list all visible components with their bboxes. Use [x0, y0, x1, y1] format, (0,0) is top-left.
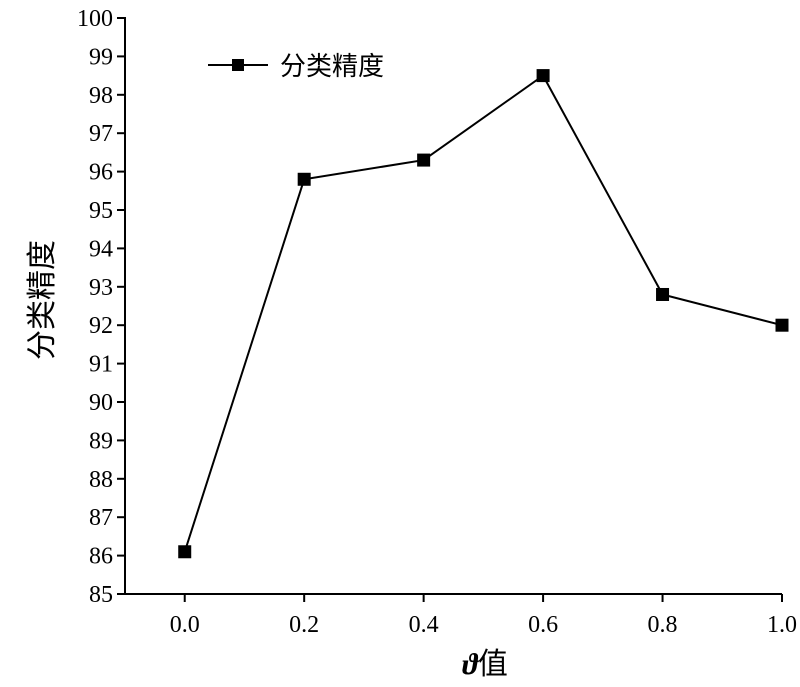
- plot-area: [178, 69, 789, 559]
- x-ticks: 0.0 0.2 0.4 0.6 0.8 1.0: [170, 594, 797, 638]
- y-tick-label: 87: [89, 505, 113, 531]
- data-point: [775, 318, 789, 332]
- x-tick-label: 1.0: [767, 612, 797, 638]
- y-tick-label: 86: [89, 544, 113, 570]
- x-tick-label: 0.2: [289, 612, 319, 638]
- legend-marker: [232, 59, 244, 71]
- data-point: [297, 172, 311, 186]
- y-tick-label: 96: [89, 160, 113, 186]
- series-line: [183, 74, 783, 553]
- y-tick-label: 91: [89, 352, 113, 378]
- x-axis-title-symbol: ϑ: [462, 648, 479, 681]
- y-tick-label: 93: [89, 275, 113, 301]
- y-tick-label: 100: [77, 6, 113, 32]
- y-tick-label: 92: [89, 313, 113, 339]
- y-tick-label: 90: [89, 390, 113, 416]
- y-tick-label: 99: [89, 44, 113, 70]
- y-tick-label: 97: [89, 121, 113, 147]
- y-ticks: 85 86 87 88 89 90 91 92 93 94 95 96 97 98 99 100: [77, 6, 125, 608]
- x-tick-label: 0.6: [528, 612, 558, 638]
- data-point: [656, 287, 670, 301]
- y-tick-label: 88: [89, 467, 113, 493]
- data-point: [178, 545, 192, 559]
- data-point: [536, 69, 550, 83]
- y-axis-title: 分类精度: [25, 240, 60, 360]
- x-tick-label: 0.4: [409, 612, 439, 638]
- y-tick-label: 95: [89, 198, 113, 224]
- y-tick-label: 94: [89, 236, 113, 262]
- x-axis-title-text: 值: [478, 647, 508, 682]
- legend-label: 分类精度: [280, 52, 384, 82]
- data-point: [417, 153, 431, 167]
- y-tick-label: 89: [89, 428, 113, 454]
- axes: [124, 17, 782, 595]
- y-tick-label: 98: [89, 83, 113, 109]
- x-axis-title: ϑ值: [462, 647, 508, 682]
- x-tick-label: 0.8: [648, 612, 678, 638]
- x-tick-label: 0.0: [170, 612, 200, 638]
- y-tick-label: 85: [89, 582, 113, 608]
- legend: 分类精度: [208, 52, 384, 82]
